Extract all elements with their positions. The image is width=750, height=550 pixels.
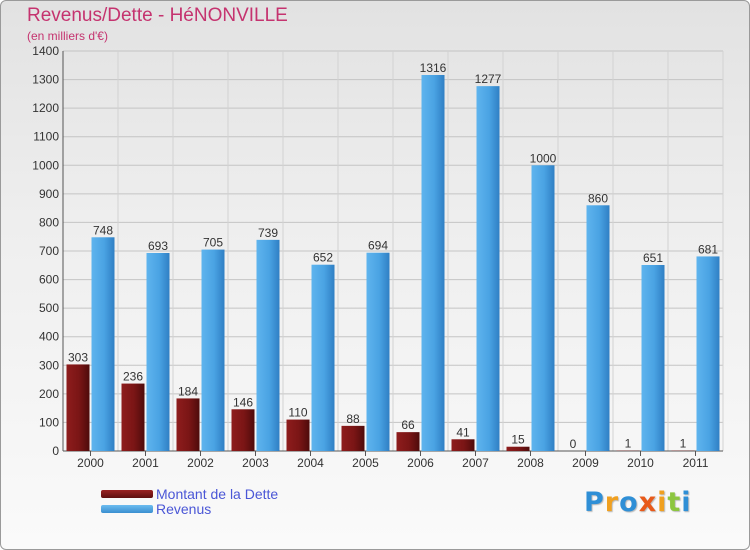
logo-letter: x [638,487,658,518]
data-label-revenue: 1316 [420,61,447,75]
data-label-debt: 1 [625,437,632,451]
data-label-debt: 184 [178,384,198,398]
data-label-debt: 66 [401,418,415,432]
bar-revenue-2006 [421,75,445,451]
bar-debt-2002 [176,398,200,451]
bar-revenue-2000 [91,237,115,451]
bar-debt-2008 [506,446,530,451]
x-tick-label: 2010 [627,456,654,470]
logo-letter: i [657,487,668,518]
bar-revenue-2010 [641,265,665,451]
x-tick-label: 2004 [297,456,324,470]
y-tick-label: 300 [39,358,59,372]
data-label-debt: 1 [680,437,687,451]
x-tick-label: 2006 [407,456,434,470]
data-label-revenue: 652 [313,251,333,265]
y-tick-label: 800 [39,215,59,229]
data-label-debt: 303 [68,350,88,364]
data-label-debt: 0 [570,437,577,451]
x-tick-label: 2005 [352,456,379,470]
y-tick-label: 1000 [32,158,59,172]
legend-swatch-debt [101,490,153,498]
y-tick-label: 500 [39,301,59,315]
y-tick-label: 700 [39,244,59,258]
data-label-revenue: 1277 [475,72,502,86]
data-label-revenue: 694 [368,239,388,253]
data-label-revenue: 1000 [530,151,557,165]
chart-title: Revenus/Dette - HéNONVILLE [27,5,288,26]
x-tick-label: 2003 [242,456,269,470]
legend-label-debt: Montant de la Dette [156,486,279,502]
x-tick-label: 2001 [132,456,159,470]
bar-debt-2005 [341,425,365,451]
y-tick-label: 1200 [32,101,59,115]
data-label-debt: 15 [511,433,525,447]
bar-revenue-2008 [531,165,555,452]
y-tick-label: 600 [39,273,59,287]
data-label-revenue: 739 [258,226,278,240]
bar-revenue-2003 [256,239,280,451]
bar-revenue-2001 [146,253,170,451]
y-tick-label: 200 [39,387,59,401]
bar-debt-2001 [121,383,145,451]
logo-letter: t [667,487,682,518]
data-label-revenue: 693 [148,239,168,253]
chart-subtitle: (en milliers d'€) [27,29,108,43]
data-label-debt: 110 [288,406,307,420]
data-label-revenue: 651 [643,251,663,265]
proxiti-logo: Proxiti [584,487,692,518]
data-label-debt: 88 [346,412,360,426]
data-label-debt: 236 [123,370,143,384]
bar-debt-2000 [66,364,90,451]
y-tick-label: 900 [39,187,59,201]
x-tick-label: 2009 [572,456,599,470]
bar-debt-2003 [231,409,255,451]
data-label-revenue: 748 [93,223,113,237]
logo-letter: o [619,487,639,518]
bar-revenue-2011 [696,256,720,451]
logo-letter: P [584,487,605,518]
data-label-debt: 41 [456,425,470,439]
data-label-revenue: 681 [698,242,718,256]
bar-revenue-2005 [366,252,390,451]
data-label-debt: 146 [233,395,253,409]
legend-swatch-revenue [101,505,153,513]
logo-letter: i [681,487,692,518]
y-tick-label: 100 [39,415,59,429]
bar-revenue-2007 [476,86,500,452]
bar-debt-2006 [396,432,420,451]
x-tick-label: 2008 [517,456,544,470]
x-tick-label: 2011 [683,456,709,470]
y-tick-label: 0 [52,444,59,458]
y-tick-label: 1400 [32,44,59,58]
bar-revenue-2004 [311,264,335,451]
bar-revenue-2002 [201,249,225,451]
y-tick-label: 1300 [32,73,59,87]
legend-label-revenue: Revenus [156,501,212,517]
y-tick-label: 400 [39,330,59,344]
bar-debt-2004 [286,419,310,451]
data-label-revenue: 860 [588,191,608,205]
x-tick-label: 2007 [462,456,489,470]
x-tick-label: 2000 [77,456,104,470]
bar-revenue-2009 [586,205,610,451]
bar-debt-2007 [451,439,475,451]
x-tick-label: 2002 [187,456,214,470]
y-tick-label: 1100 [33,130,59,144]
logo-letter: r [604,487,620,518]
data-label-revenue: 705 [203,236,223,250]
